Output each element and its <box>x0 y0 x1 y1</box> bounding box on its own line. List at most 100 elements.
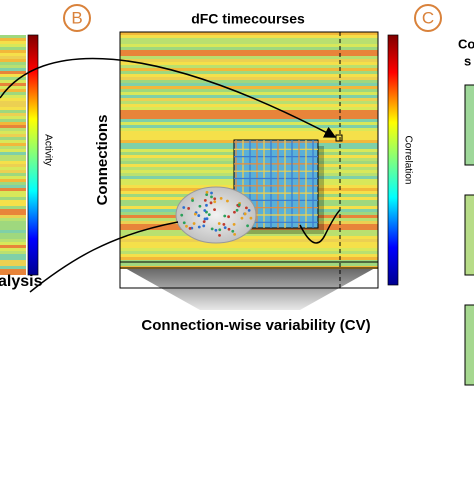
heatmap-row <box>0 245 26 248</box>
panel-badge <box>63 4 91 32</box>
heatmap-row <box>0 71 26 74</box>
brain-node <box>191 199 194 202</box>
panel-badge <box>414 4 442 32</box>
brain-node <box>231 229 235 233</box>
heatmap-row <box>120 257 378 260</box>
brain-node <box>222 222 226 226</box>
brain-node <box>205 193 209 197</box>
brain-node <box>249 216 253 220</box>
heatmap-frame <box>119 31 379 269</box>
heatmap-row <box>120 134 378 137</box>
heatmap-row <box>0 107 26 110</box>
brain-node <box>233 210 236 214</box>
matrix-link <box>299 209 341 244</box>
brain-node <box>227 215 230 219</box>
heatmap-row <box>120 137 378 140</box>
heatmap-row <box>0 128 26 131</box>
thumbnail <box>464 304 474 386</box>
heatmap-row <box>0 44 26 47</box>
heatmap-row <box>120 53 378 56</box>
brain-node <box>210 191 213 195</box>
heatmap-row <box>0 242 26 245</box>
heatmap-row <box>120 83 378 86</box>
brain-node <box>193 212 197 216</box>
brain-node <box>223 226 227 230</box>
brain-node <box>182 206 186 209</box>
heatmap-row <box>0 200 26 203</box>
heatmap-row <box>0 89 26 92</box>
brain-node <box>218 228 222 232</box>
brain-image <box>175 186 257 244</box>
heatmap-row <box>0 218 26 221</box>
heatmap-row <box>0 230 26 233</box>
brain-node <box>232 222 236 226</box>
heatmap-row <box>0 206 26 209</box>
heatmap-row <box>0 212 26 215</box>
brain-node <box>218 234 221 237</box>
heatmap-row <box>120 65 378 68</box>
heatmap-row <box>120 77 378 80</box>
heatmap-row <box>0 77 26 80</box>
heatmap-row <box>120 233 378 236</box>
heatmap-row <box>0 164 26 167</box>
heatmap-row <box>120 44 378 47</box>
heatmap-row <box>120 98 378 101</box>
brain-node <box>188 226 192 230</box>
arrow <box>0 57 337 138</box>
heatmap-row <box>0 86 26 89</box>
brain-node <box>233 232 237 236</box>
heatmap-row <box>0 98 26 101</box>
heatmap-row <box>0 191 26 194</box>
heatmap-row <box>0 152 26 155</box>
heatmap-row <box>0 251 26 254</box>
brain-node <box>213 197 217 201</box>
heatmap-row <box>0 221 26 224</box>
brain-node <box>214 228 218 232</box>
heatmap-row <box>0 95 26 98</box>
brain-node <box>202 220 206 224</box>
heatmap-row <box>0 131 26 134</box>
heatmap-row <box>120 80 378 83</box>
brain-node <box>185 224 188 228</box>
brain-nodes <box>180 190 253 237</box>
brain-node <box>180 213 184 217</box>
heatmap-row <box>120 41 378 44</box>
heatmap-row <box>120 116 378 119</box>
heatmap-row <box>120 62 378 65</box>
brain-node <box>209 201 213 205</box>
brain-node <box>219 196 223 200</box>
heatmap-row <box>0 182 26 185</box>
heatmap-row <box>0 125 26 128</box>
heatmap-row <box>0 122 26 125</box>
heatmap-row <box>0 116 26 119</box>
heatmap-row <box>120 113 378 116</box>
brain-node <box>198 204 202 208</box>
heatmap-row <box>0 110 26 113</box>
heatmap-row <box>120 71 378 74</box>
brain-node <box>217 222 221 225</box>
x-axis-label: Connection-wise variability (CV) <box>141 317 370 334</box>
heatmap-row <box>0 233 26 236</box>
brain-node <box>247 208 251 212</box>
heatmap-row <box>0 101 26 104</box>
heatmap-row <box>0 83 26 86</box>
heatmap-row <box>0 56 26 59</box>
heatmap-row <box>0 143 26 146</box>
heatmap-row <box>0 248 26 251</box>
heatmap-row <box>0 155 26 158</box>
left-heatmap <box>0 35 26 275</box>
heatmap-row <box>0 257 26 260</box>
heatmap-row <box>0 113 26 116</box>
heatmap-row <box>120 125 378 128</box>
brain-node <box>235 208 239 212</box>
heatmap-row <box>120 56 378 59</box>
caption: alysis <box>0 273 43 290</box>
heatmap-row <box>120 248 378 251</box>
arrow <box>29 221 179 293</box>
brain-node <box>226 199 229 203</box>
heatmap-row <box>0 197 26 200</box>
brain-node <box>203 198 207 202</box>
heatmap-row <box>120 92 378 95</box>
brain-node <box>243 212 247 216</box>
heatmap-row <box>0 140 26 143</box>
